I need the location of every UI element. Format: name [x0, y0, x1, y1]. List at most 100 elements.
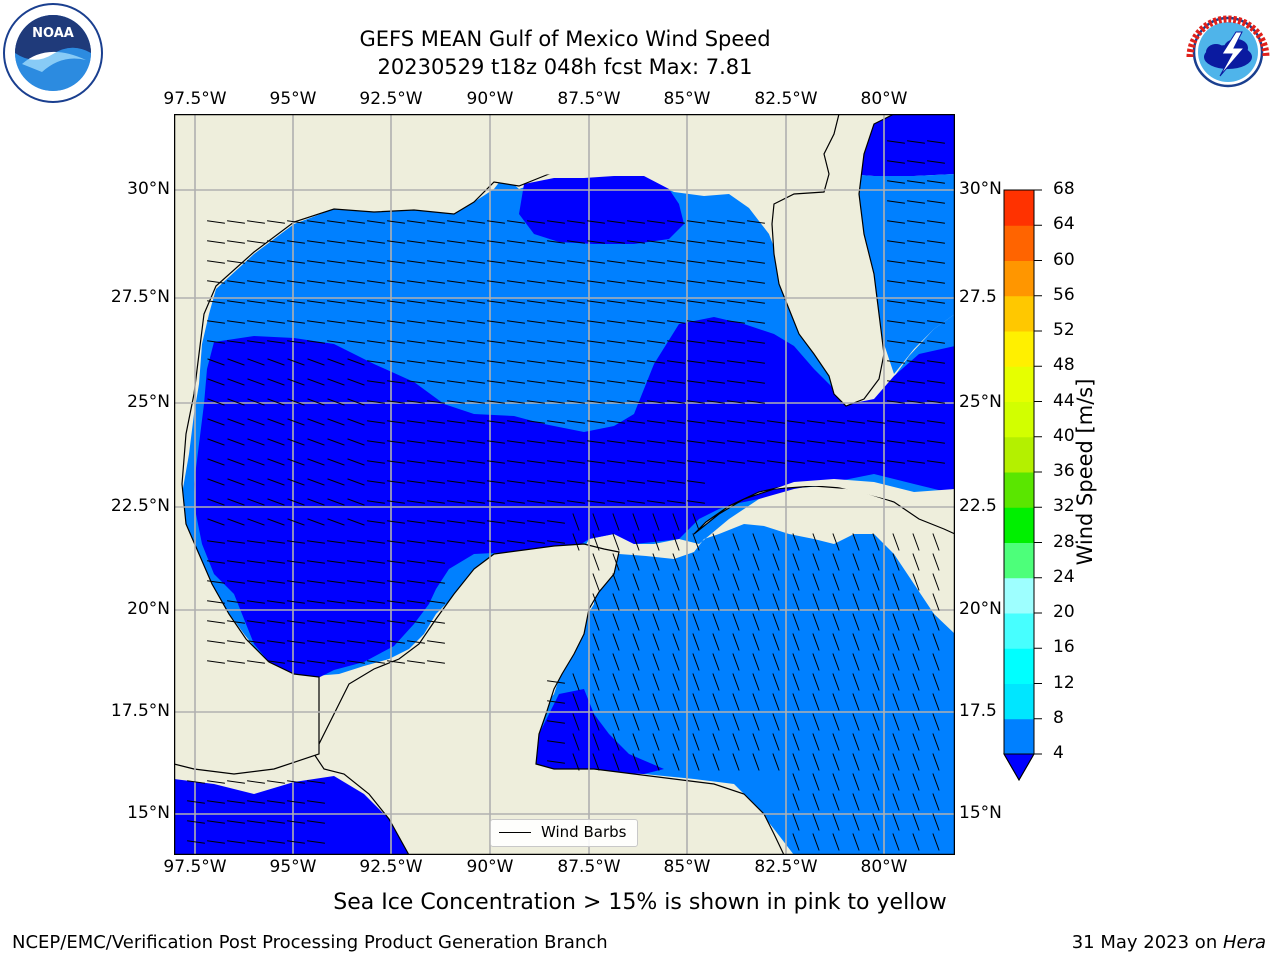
wind-barb — [307, 560, 325, 564]
wind-barb — [572, 753, 580, 771]
wind-barb — [707, 360, 725, 364]
wind-barb — [467, 380, 485, 384]
colorbar-segment — [1004, 436, 1034, 473]
wind-barb — [727, 400, 745, 404]
wind-barb — [247, 398, 265, 406]
wind-barb — [587, 480, 605, 484]
wind-barb — [767, 440, 785, 444]
wind-barb — [247, 840, 265, 844]
wind-barb — [587, 420, 605, 424]
wind-barb — [647, 420, 665, 424]
wind-barb — [267, 438, 285, 446]
gulf-wind-band-dark-west — [194, 317, 955, 680]
wind-barb — [687, 240, 705, 244]
wind-barb — [327, 600, 345, 604]
wind-barb — [427, 640, 445, 644]
wind-barb — [907, 440, 925, 444]
wind-barb — [547, 400, 565, 404]
wind-barb — [927, 380, 945, 384]
wind-barb — [672, 673, 680, 691]
wind-barb — [527, 360, 545, 364]
wind-barb — [347, 438, 365, 446]
wind-barb — [907, 220, 925, 224]
wind-barb — [407, 420, 425, 424]
wind-barb — [752, 533, 760, 551]
wind-barb — [647, 460, 665, 464]
legend-label: Wind Barbs — [541, 823, 627, 841]
wind-barb — [327, 540, 345, 544]
wind-barb — [307, 780, 325, 784]
lat-tick-label-right: 20°N — [959, 599, 1002, 619]
wind-barb — [687, 260, 705, 264]
wind-barb — [487, 300, 505, 304]
wind-barb — [287, 260, 305, 264]
colorbar-segment — [1004, 190, 1034, 226]
wind-barb — [327, 580, 345, 584]
wind-barb — [687, 380, 705, 384]
wind-barb — [652, 593, 660, 611]
wind-barb — [652, 733, 660, 751]
wind-barb — [587, 400, 605, 404]
wind-barb — [227, 418, 245, 426]
wind-barb — [267, 660, 285, 664]
wind-barb — [547, 300, 565, 304]
colorbar — [1003, 189, 1042, 782]
wind-barb — [852, 833, 860, 851]
wind-barb — [307, 820, 325, 824]
wind-barb — [752, 633, 760, 651]
caribbean-wind-band-dark — [529, 689, 664, 774]
wind-barb — [707, 300, 725, 304]
wind-barb — [207, 320, 225, 324]
wind-barb — [207, 518, 225, 526]
lon-tick-label-bottom: 90°W — [466, 857, 514, 877]
wind-barb — [307, 260, 325, 264]
wind-barb — [327, 398, 345, 406]
wind-barb — [487, 340, 505, 344]
wind-barb — [287, 780, 305, 784]
wind-barb — [792, 613, 800, 631]
wind-barb — [687, 500, 705, 504]
wind-barb — [812, 813, 820, 831]
wind-barb — [752, 733, 760, 751]
wind-barb — [307, 418, 325, 426]
wind-barbs — [187, 140, 945, 851]
svg-text:NOAA: NOAA — [32, 26, 74, 41]
wind-barb — [347, 498, 365, 506]
wind-barb — [507, 520, 525, 524]
wind-barb — [627, 440, 645, 444]
wind-barb — [932, 733, 940, 751]
wind-barb — [632, 753, 640, 771]
wind-barb — [887, 460, 905, 464]
wind-barb — [632, 673, 640, 691]
wind-barb — [692, 733, 700, 751]
wind-barb — [447, 320, 465, 324]
wind-barb — [267, 620, 285, 624]
wind-barb — [672, 513, 680, 531]
wind-barb — [647, 500, 665, 504]
colorbar-tick-label: 28 — [1053, 531, 1075, 552]
wind-barb — [267, 640, 285, 644]
wind-barb — [892, 793, 900, 811]
wind-barb — [327, 498, 345, 506]
wind-barb — [812, 833, 820, 851]
wind-barb — [307, 340, 325, 344]
wind-barb — [187, 840, 205, 844]
wind-barb — [367, 520, 385, 524]
wind-barb — [407, 360, 425, 364]
wind-barb — [647, 260, 665, 264]
wind-barb — [387, 440, 405, 444]
wind-barb — [207, 620, 225, 624]
wind-barb — [592, 713, 600, 731]
wind-barb — [692, 633, 700, 651]
wind-barb — [832, 733, 840, 751]
wind-barb — [887, 240, 905, 244]
wind-barb — [787, 420, 805, 424]
wind-barb — [872, 813, 880, 831]
wind-barb — [707, 220, 725, 224]
lon-tick-label-top: 80°W — [860, 89, 908, 109]
wind-barb — [687, 400, 705, 404]
wind-barb — [547, 760, 565, 764]
wind-barb — [927, 400, 945, 404]
wind-barb — [592, 753, 600, 771]
wind-barb — [587, 440, 605, 444]
